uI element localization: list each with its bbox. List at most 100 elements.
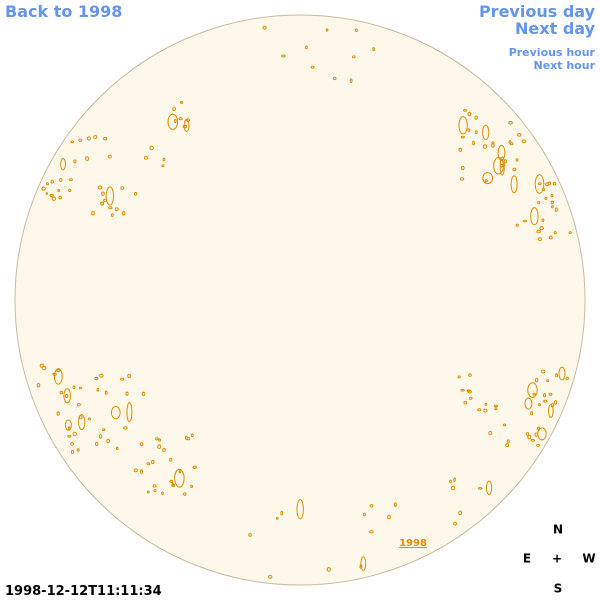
contour — [488, 430, 493, 436]
contour — [78, 415, 83, 420]
contour — [484, 402, 488, 406]
contour — [68, 188, 72, 193]
contour — [534, 174, 545, 194]
contour — [94, 376, 99, 381]
contour — [453, 521, 458, 526]
contour — [387, 514, 391, 520]
contour — [505, 443, 510, 448]
compass-center: + — [552, 552, 562, 566]
contour — [554, 400, 558, 405]
contour — [140, 469, 143, 474]
contour — [49, 194, 54, 197]
contour — [551, 205, 554, 209]
contour — [72, 431, 77, 437]
contour — [45, 182, 49, 186]
contour — [78, 414, 86, 431]
contour — [332, 76, 337, 81]
contour — [537, 427, 547, 441]
contour — [152, 484, 157, 488]
year-link[interactable]: 1998 — [399, 538, 427, 549]
contour — [276, 516, 279, 520]
contour — [190, 433, 194, 438]
contour — [449, 479, 453, 484]
contour — [565, 376, 569, 381]
previous-day-link[interactable]: Previous day — [479, 2, 596, 21]
next-hour-link[interactable]: Next hour — [534, 59, 596, 72]
contour — [120, 186, 125, 190]
contour — [134, 191, 138, 196]
contour — [349, 78, 353, 83]
contour — [95, 441, 99, 447]
contour — [53, 368, 63, 385]
contour — [101, 191, 105, 196]
contour — [460, 135, 465, 139]
contour — [153, 489, 157, 493]
contour — [482, 144, 488, 149]
timestamp: 1998-12-12T11:11:34 — [5, 584, 162, 599]
contour — [114, 207, 119, 212]
contour — [161, 491, 164, 496]
contour — [467, 128, 471, 132]
contour — [497, 144, 506, 161]
contour — [552, 181, 557, 186]
contour — [486, 480, 493, 496]
contour — [186, 118, 190, 122]
contour — [468, 373, 472, 377]
contour — [169, 479, 174, 484]
contour — [530, 411, 534, 416]
contour — [155, 437, 159, 441]
contour — [508, 140, 512, 144]
contour — [477, 408, 482, 412]
contour — [555, 373, 558, 378]
previous-hour-link[interactable]: Previous hour — [509, 46, 596, 59]
contour — [174, 468, 185, 488]
solar-disk — [14, 14, 586, 586]
contour — [162, 157, 166, 162]
contour — [354, 28, 359, 32]
contour — [499, 156, 505, 176]
contour — [67, 434, 72, 438]
contour — [468, 396, 473, 400]
contour — [59, 390, 64, 395]
contour — [372, 47, 375, 52]
contour — [550, 193, 554, 198]
contour — [453, 477, 456, 483]
contour — [139, 442, 144, 447]
contour — [192, 465, 197, 469]
contour — [93, 135, 98, 140]
contour — [70, 442, 74, 446]
contour — [50, 179, 54, 184]
contour — [525, 432, 530, 436]
contour — [530, 207, 539, 226]
contour — [121, 211, 126, 216]
contour — [461, 165, 465, 171]
contour — [116, 446, 119, 451]
contour — [104, 390, 108, 395]
next-day-link[interactable]: Next day — [515, 19, 596, 38]
contour — [537, 237, 543, 242]
contour — [553, 231, 557, 235]
contour — [171, 482, 175, 486]
contour — [539, 226, 544, 231]
contour — [102, 428, 106, 432]
contour — [141, 391, 146, 396]
contour — [543, 393, 547, 398]
contour — [108, 206, 113, 210]
contour — [56, 368, 61, 373]
contour — [515, 158, 519, 162]
contour — [394, 502, 397, 507]
contour — [76, 403, 81, 407]
contour — [532, 392, 536, 396]
contour — [554, 207, 558, 212]
contour — [167, 113, 179, 130]
contour — [262, 25, 267, 30]
compass-east: E — [523, 552, 531, 566]
back-link[interactable]: Back to 1998 — [5, 2, 122, 21]
contour — [536, 229, 541, 234]
contour — [103, 136, 108, 141]
contour — [546, 379, 550, 383]
contour — [78, 138, 83, 143]
contour — [450, 485, 456, 491]
contour — [515, 223, 519, 227]
